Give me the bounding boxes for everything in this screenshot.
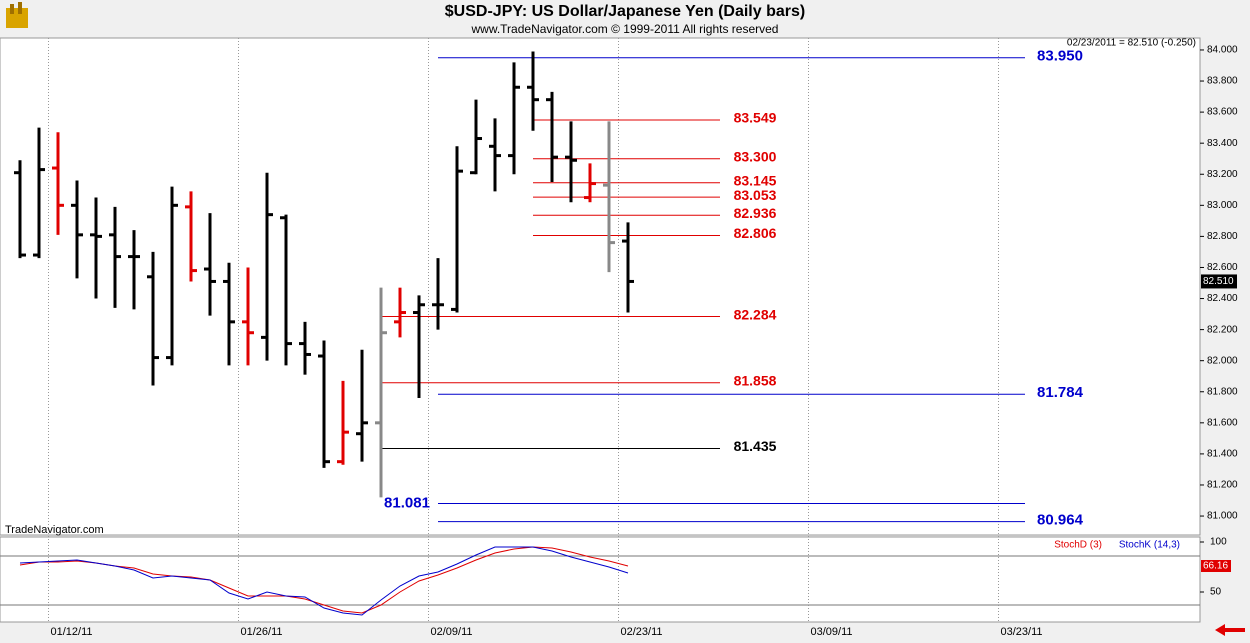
y-tick-label: 82.400 xyxy=(1207,293,1238,304)
level-label: 82.806 xyxy=(734,225,777,241)
x-tick-label: 03/23/11 xyxy=(1001,626,1043,638)
y-tick-label: 84.000 xyxy=(1207,45,1238,56)
y-tick-label: 81.400 xyxy=(1207,449,1238,460)
y-tick-label: 82.000 xyxy=(1207,355,1238,366)
level-label: 81.435 xyxy=(734,438,777,454)
last-price-box xyxy=(1201,274,1237,289)
y-tick-label: 81.200 xyxy=(1207,480,1238,491)
logo xyxy=(6,2,28,28)
legend-entry: StochK (14,3) xyxy=(1119,540,1180,551)
level-label: 82.284 xyxy=(734,306,777,322)
legend-entry: StochD (3) xyxy=(1054,540,1102,551)
level-label: 81.784 xyxy=(1037,384,1084,401)
watermark: TradeNavigator.com xyxy=(5,524,104,536)
level-label: 83.549 xyxy=(734,110,777,126)
y-tick-label: 83.400 xyxy=(1207,138,1238,149)
chart-title: $USD-JPY: US Dollar/Japanese Yen (Daily … xyxy=(445,3,805,20)
stoch-readout: 66.16 xyxy=(1203,561,1228,572)
y-tick-label: 83.200 xyxy=(1207,169,1238,180)
x-tick-label: 01/12/11 xyxy=(51,626,93,638)
y-tick-label: 82.200 xyxy=(1207,324,1238,335)
x-tick-label: 02/09/11 xyxy=(431,626,473,638)
y-tick-label: 83.000 xyxy=(1207,200,1238,211)
stoch-line xyxy=(19,546,629,614)
level-label: 80.964 xyxy=(1037,512,1084,529)
x-tick-label: 02/23/11 xyxy=(621,626,663,638)
y2-tick-label: 100 xyxy=(1210,537,1227,548)
stoch-panel xyxy=(0,536,1201,623)
y-tick-label: 82.600 xyxy=(1207,262,1238,273)
level-label: 81.081 xyxy=(384,494,430,511)
stoch-line xyxy=(19,546,629,616)
level-label: 81.858 xyxy=(734,372,777,388)
scroll-arrow[interactable] xyxy=(1215,624,1245,636)
level-label: 83.300 xyxy=(734,148,777,164)
y-tick-label: 81.800 xyxy=(1207,386,1238,397)
last-price-label: 82.510 xyxy=(1203,276,1234,287)
stoch-readout-box xyxy=(1201,560,1231,572)
price-header: 02/23/2011 = 82.510 (-0.250) xyxy=(1067,38,1196,49)
level-label: 83.950 xyxy=(1037,48,1083,65)
level-label: 82.936 xyxy=(734,205,777,221)
y2-tick-label: 50 xyxy=(1210,587,1222,598)
x-tick-label: 03/09/11 xyxy=(811,626,853,638)
y-tick-label: 82.800 xyxy=(1207,231,1238,242)
y-tick-label: 81.000 xyxy=(1207,511,1238,522)
y-tick-label: 81.600 xyxy=(1207,417,1238,428)
chart-subtitle: www.TradeNavigator.com © 1999-2011 All r… xyxy=(471,22,779,36)
price-panel xyxy=(0,37,1201,536)
level-label: 83.053 xyxy=(734,187,777,203)
y-tick-label: 83.800 xyxy=(1207,76,1238,87)
level-label: 83.145 xyxy=(734,172,777,188)
x-tick-label: 01/26/11 xyxy=(241,626,283,638)
y-tick-label: 83.600 xyxy=(1207,107,1238,118)
